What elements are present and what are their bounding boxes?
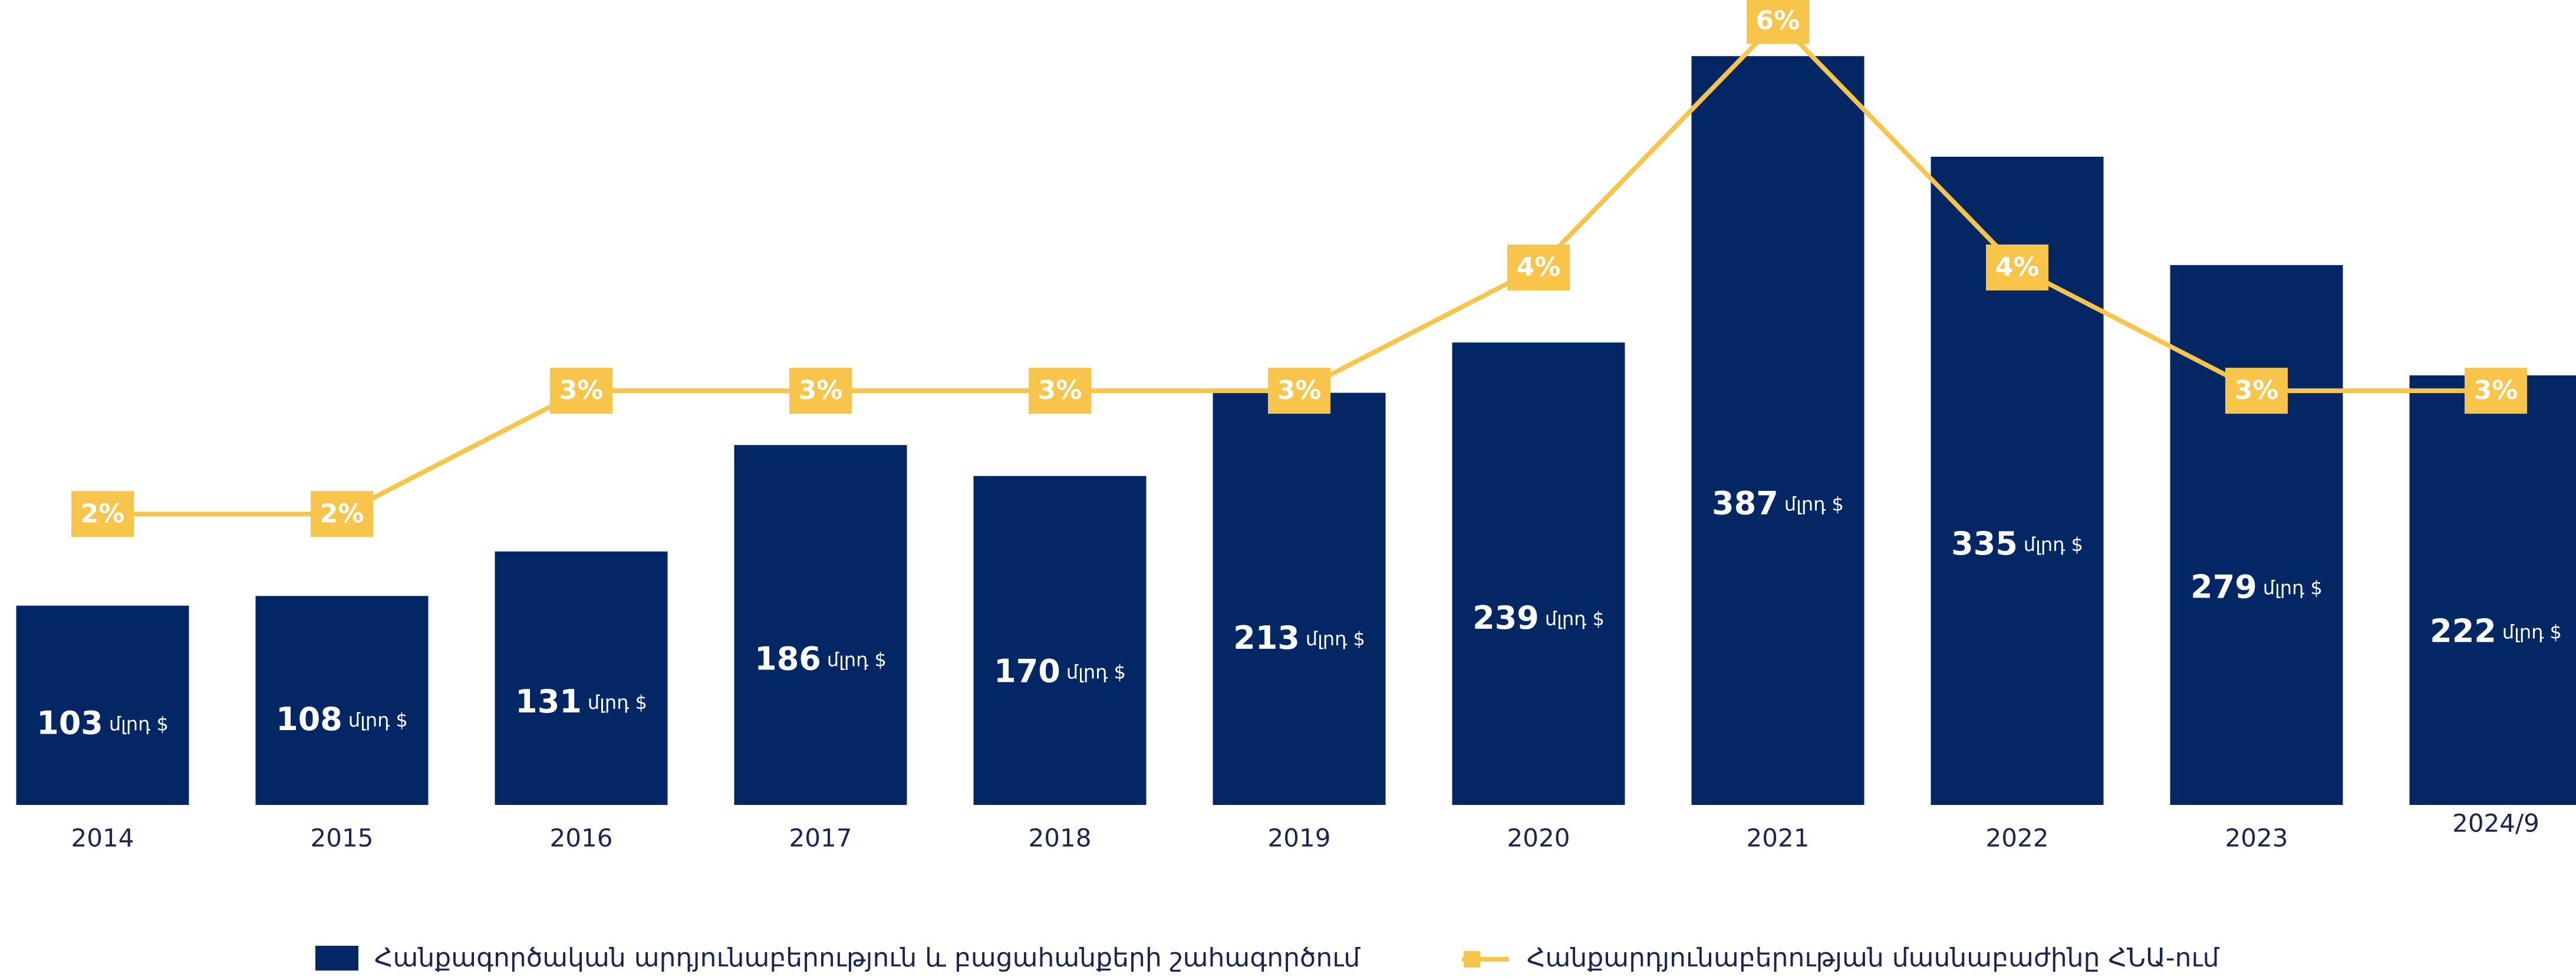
data-unit: մլրդ $	[827, 649, 887, 671]
legend-swatch	[315, 946, 358, 971]
line-label-box	[1268, 368, 1330, 414]
data-unit: մլրդ $	[1066, 661, 1126, 684]
line-label: 2%	[81, 499, 125, 529]
data-unit: մլրդ $	[2263, 577, 2323, 599]
bar	[1452, 342, 1625, 805]
data-label: 170 մլրդ $	[994, 652, 1126, 689]
data-value: 186	[755, 640, 821, 677]
line-label-box	[311, 491, 373, 537]
x-tick-label: 2019	[1268, 824, 1331, 853]
line-label-box	[1507, 244, 1570, 291]
legend-label: Հանքագործական արդյունաբերություն և բացահ…	[374, 943, 1361, 973]
bar	[495, 551, 668, 805]
line-label: 3%	[559, 375, 604, 405]
bar	[1213, 392, 1386, 805]
x-tick-label: 2021	[1747, 824, 1810, 853]
x-tick-label: 2015	[311, 824, 374, 853]
x-tick-label: 2023	[2225, 824, 2288, 853]
data-value: 131	[515, 683, 582, 720]
line-label-box	[2465, 368, 2527, 414]
data-unit: մլրդ $	[2502, 620, 2562, 643]
data-value: 103	[37, 704, 103, 741]
data-value: 239	[1473, 599, 1539, 636]
line-label: 3%	[1277, 375, 1322, 405]
legend-label: Հանքարդյունաբերության մասնաբաժինը ՀՆԱ-ու…	[1527, 943, 2220, 973]
data-label: 108 մլրդ $	[276, 701, 408, 738]
bar	[2170, 265, 2343, 805]
data-unit: մլրդ $	[1545, 608, 1605, 630]
data-label: 279 մլրդ $	[2190, 568, 2323, 605]
line-label-box	[2225, 368, 2288, 414]
data-label: 387 մլրդ $	[1712, 484, 1844, 521]
x-tick-label: 2024/9	[2452, 809, 2539, 838]
line-label: 6%	[1756, 6, 1800, 36]
x-tick-label: 2016	[550, 824, 613, 853]
line-label-box	[1029, 368, 1091, 414]
data-value: 335	[1951, 525, 2018, 562]
x-tick-label: 2017	[789, 824, 852, 853]
data-label: 239 մլրդ $	[1473, 599, 1605, 636]
data-label: 103 մլրդ $	[37, 704, 169, 741]
legend-swatch	[1464, 951, 1480, 968]
line-label: 3%	[2474, 375, 2518, 405]
data-label: 131 մլրդ $	[515, 683, 647, 720]
data-unit: մլրդ $	[348, 709, 408, 731]
bar	[734, 445, 907, 805]
x-tick-label: 2020	[1507, 824, 1570, 853]
line-label-box	[550, 368, 612, 414]
bar	[16, 605, 189, 805]
x-tick-label: 2018	[1029, 824, 1092, 853]
line-label: 3%	[799, 375, 843, 405]
line-label: 4%	[1517, 252, 1561, 282]
data-label: 186 մլրդ $	[755, 640, 887, 677]
data-value: 222	[2430, 612, 2496, 649]
data-value: 108	[276, 701, 342, 738]
x-tick-label: 2022	[1986, 824, 2049, 853]
line-label-box	[71, 491, 134, 537]
line-label: 3%	[1038, 375, 1082, 405]
line-label: 4%	[1995, 252, 2040, 282]
data-value: 213	[1233, 619, 1300, 656]
line-label: 3%	[2235, 375, 2279, 405]
data-value: 170	[994, 652, 1060, 689]
x-tick-label: 2014	[71, 824, 134, 853]
line-label-box	[1986, 244, 2048, 291]
bar	[973, 476, 1147, 805]
data-label: 213 մլրդ $	[1233, 619, 1365, 656]
line-label: 2%	[320, 499, 364, 529]
data-unit: մլրդ $	[2024, 533, 2083, 556]
data-unit: մլրդ $	[1784, 493, 1844, 516]
data-label: 335 մլրդ $	[1951, 525, 2083, 562]
data-label: 222 մլրդ $	[2430, 612, 2562, 649]
bar	[2409, 375, 2576, 805]
line-label-box	[789, 368, 852, 414]
bar	[255, 596, 429, 805]
data-value: 279	[2190, 568, 2257, 605]
line-label-box	[1747, 0, 1809, 44]
bar	[1691, 56, 1865, 806]
data-unit: մլրդ $	[588, 691, 647, 714]
data-value: 387	[1712, 484, 1778, 521]
data-unit: մլրդ $	[1306, 628, 1365, 650]
data-unit: մլրդ $	[109, 713, 169, 735]
